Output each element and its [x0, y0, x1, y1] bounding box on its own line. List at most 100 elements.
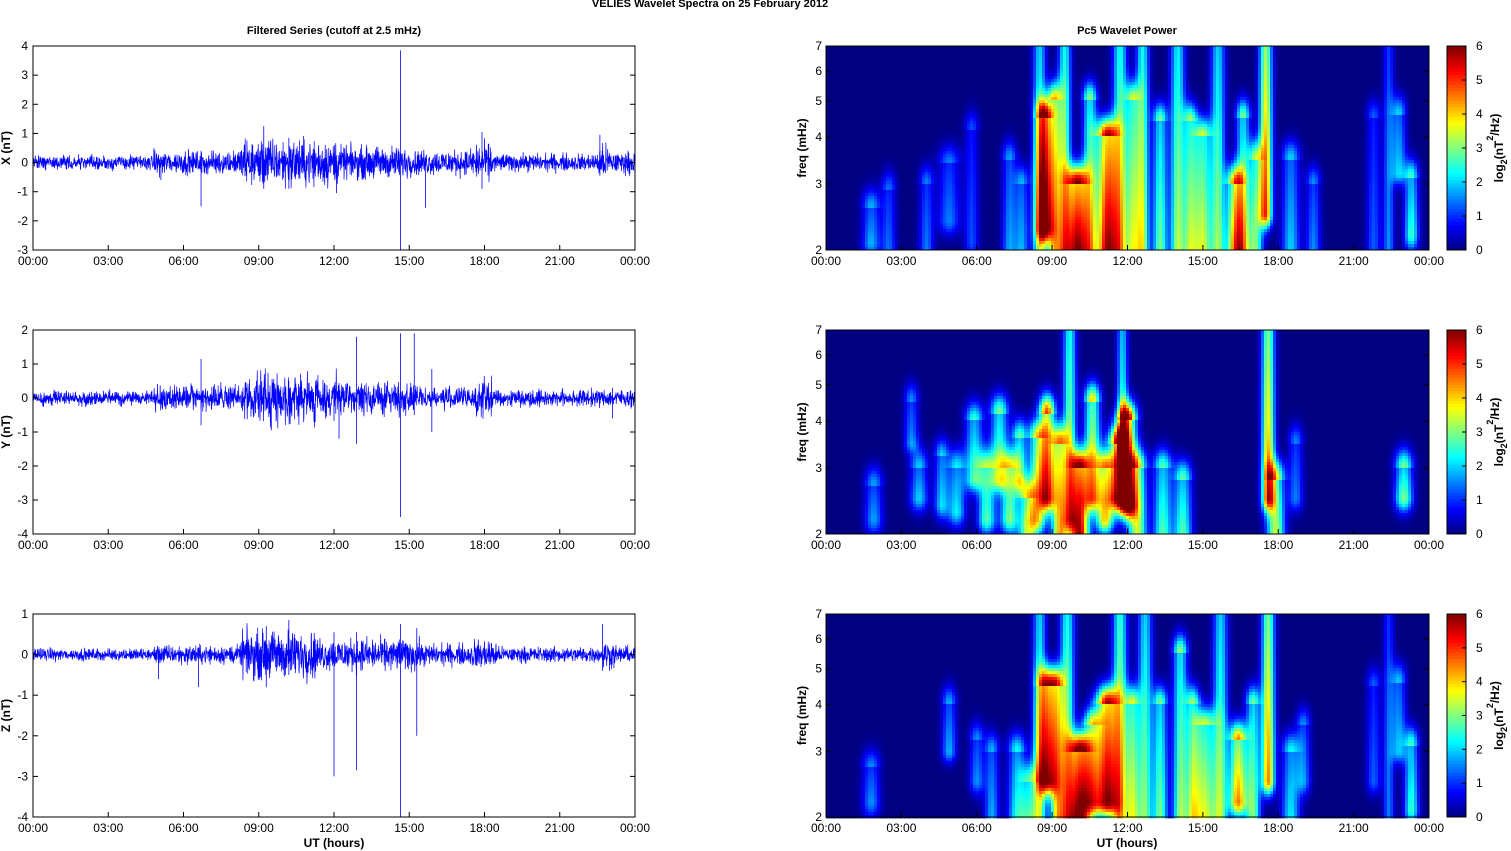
series-x-ytick-label: -3 — [17, 243, 28, 257]
heatmap-x-colorbar-tick-label: 3 — [1476, 141, 1483, 155]
heatmap-y-ytick-label: 4 — [815, 414, 822, 428]
series-y-ytick-label: 0 — [21, 391, 28, 405]
heatmap-z-colorbar-tick-label: 3 — [1476, 709, 1483, 723]
heatmap-x-xtick-label: 03:00 — [886, 254, 916, 268]
left-x-label: UT (hours) — [304, 836, 365, 850]
heatmap-x-xtick-label: 00:00 — [811, 254, 841, 268]
series-x-xtick-label: 21:00 — [545, 254, 575, 268]
series-x-xtick-label: 06:00 — [168, 254, 198, 268]
heatmap-z-cells — [826, 614, 1430, 819]
heatmap-z-colorbar-tick-label: 2 — [1476, 742, 1483, 756]
heatmap-x-xtick-label: 12:00 — [1112, 254, 1142, 268]
heatmap-y-xtick-label: 09:00 — [1037, 538, 1067, 552]
series-y-xtick-label: 21:00 — [545, 538, 575, 552]
heatmap-x-colorbar-label: log2(nT2/Hz) — [1485, 114, 1509, 183]
heatmap-x-colorbar-tick-label: 5 — [1476, 73, 1483, 87]
series-y-ylabel: Y (nT) — [0, 415, 13, 449]
heatmap-z-xtick-label: 03:00 — [886, 821, 916, 835]
heatmap-x-xtick-label: 15:00 — [1188, 254, 1218, 268]
series-x-trace — [32, 135, 636, 189]
series-y-xtick-label: 15:00 — [394, 538, 424, 552]
heatmap-x-ytick-label: 5 — [815, 94, 822, 108]
series-z-ytick-label: -4 — [17, 810, 28, 824]
series-x-ytick-label: 4 — [21, 39, 28, 53]
series-x-xtick-label: 15:00 — [394, 254, 424, 268]
right-x-label: UT (hours) — [1097, 836, 1158, 850]
heatmap-z-xtick-label: 06:00 — [962, 821, 992, 835]
heatmap-z-colorbar-tick-label: 0 — [1476, 810, 1483, 824]
series-y-ytick-label: -1 — [17, 425, 28, 439]
heatmap-y-colorbar-tick-label: 5 — [1476, 357, 1483, 371]
heatmap-y-xtick-label: 06:00 — [962, 538, 992, 552]
series-z-ytick-label: -2 — [17, 729, 28, 743]
heatmap-z-ytick-label: 4 — [815, 698, 822, 712]
heatmap-y-colorbar-tick-label: 6 — [1476, 323, 1483, 337]
heatmap-y-xtick-label: 18:00 — [1263, 538, 1293, 552]
series-z-xtick-label: 15:00 — [394, 821, 424, 835]
series-x-ytick-label: 1 — [21, 126, 28, 140]
heatmap-y-xtick-label: 15:00 — [1188, 538, 1218, 552]
series-y-ytick-label: -2 — [17, 459, 28, 473]
heatmap-z-xtick-label: 21:00 — [1339, 821, 1369, 835]
series-x-plot-area — [33, 46, 635, 250]
series-z-ytick-label: 1 — [21, 607, 28, 621]
series-x-ylabel: X (nT) — [0, 131, 13, 165]
heatmap-y-ylabel: freq (mHz) — [795, 402, 809, 461]
series-x-xtick-label: 00:00 — [18, 254, 48, 268]
heatmap-y-ytick-label: 3 — [815, 461, 822, 475]
series-z-xtick-label: 00:00 — [18, 821, 48, 835]
heatmap-x-xtick-label: 09:00 — [1037, 254, 1067, 268]
heatmap-y-xtick-label: 03:00 — [886, 538, 916, 552]
heatmap-z-ytick-label: 5 — [815, 662, 822, 676]
heatmap-y-ytick-label: 6 — [815, 348, 822, 362]
series-y-plot-area — [33, 330, 635, 534]
series-z-ytick-label: 0 — [21, 648, 28, 662]
heatmap-y-xtick-label: 00:00 — [1414, 538, 1444, 552]
series-x-xtick-label: 12:00 — [319, 254, 349, 268]
heatmap-x-colorbar-tick-label: 6 — [1476, 39, 1483, 53]
heatmap-z-xtick-label: 15:00 — [1188, 821, 1218, 835]
right-column-title: Pc5 Wavelet Power — [1077, 25, 1177, 37]
series-z-xtick-label: 06:00 — [168, 821, 198, 835]
heatmap-y-colorbar-label: log2(nT2/Hz) — [1485, 398, 1509, 467]
heatmap-z-colorbar — [1447, 614, 1466, 818]
heatmap-x-xtick-label: 06:00 — [962, 254, 992, 268]
left-column-title: Filtered Series (cutoff at 2.5 mHz) — [247, 25, 421, 37]
heatmap-y-xtick-label: 12:00 — [1112, 538, 1142, 552]
heatmap-y-ytick-label: 7 — [815, 323, 822, 337]
series-x-ytick-label: 2 — [21, 97, 28, 111]
series-x-xtick-label: 00:00 — [620, 254, 650, 268]
heatmap-z-ylabel: freq (mHz) — [795, 686, 809, 745]
heatmap-y-colorbar-tick-label: 4 — [1476, 391, 1483, 405]
heatmap-z-colorbar-tick-label: 5 — [1476, 641, 1483, 655]
heatmap-x-xtick-label: 18:00 — [1263, 254, 1293, 268]
heatmap-x-ytick-label: 4 — [815, 130, 822, 144]
heatmap-z-colorbar-tick-label: 1 — [1476, 776, 1483, 790]
heatmap-y-colorbar — [1447, 330, 1466, 535]
heatmap-y-colorbar-tick-label: 1 — [1476, 493, 1483, 507]
heatmap-x-ytick-label: 7 — [815, 39, 822, 53]
heatmap-z-xtick-label: 12:00 — [1112, 821, 1142, 835]
heatmap-z-colorbar-tick-label: 4 — [1476, 675, 1483, 689]
heatmap-z-xtick-label: 00:00 — [1414, 821, 1444, 835]
heatmap-x-xtick-label: 21:00 — [1339, 254, 1369, 268]
series-y-ytick-label: -4 — [17, 527, 28, 541]
heatmap-x-colorbar — [1447, 46, 1466, 251]
series-x-xtick-label: 03:00 — [93, 254, 123, 268]
heatmap-y-colorbar-tick-label: 2 — [1476, 459, 1483, 473]
series-z-ytick-label: -3 — [17, 769, 28, 783]
series-z-xtick-label: 18:00 — [469, 821, 499, 835]
heatmap-x-ytick-label: 6 — [815, 64, 822, 78]
heatmap-z-xtick-label: 18:00 — [1263, 821, 1293, 835]
heatmap-y-xtick-label: 00:00 — [811, 538, 841, 552]
heatmap-y-colorbar-tick-label: 0 — [1476, 527, 1483, 541]
heatmap-y-ytick-label: 2 — [815, 527, 822, 541]
heatmap-x-ylabel: freq (mHz) — [795, 118, 809, 177]
series-x-ytick-label: -1 — [17, 185, 28, 199]
series-z-xtick-label: 21:00 — [545, 821, 575, 835]
series-z-xtick-label: 09:00 — [244, 821, 274, 835]
series-x-ytick-label: 0 — [21, 156, 28, 170]
series-y-xtick-label: 00:00 — [18, 538, 48, 552]
series-y-xtick-label: 18:00 — [469, 538, 499, 552]
